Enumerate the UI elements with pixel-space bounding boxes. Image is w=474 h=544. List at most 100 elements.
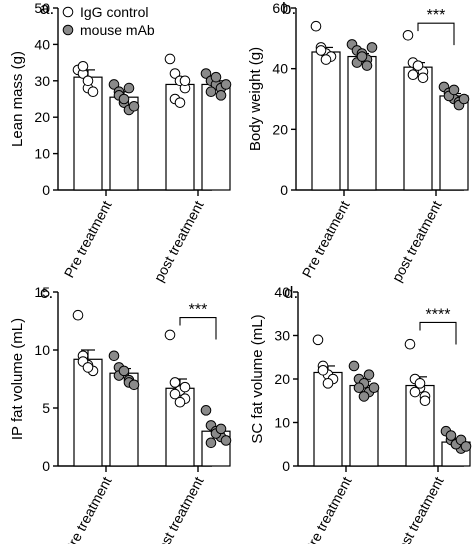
- data-point: [123, 82, 135, 94]
- data-point: [419, 395, 431, 407]
- data-point: [445, 430, 457, 441]
- x-tick-label: Pre treatment: [61, 198, 115, 280]
- panel-d: 0 10 20 30 40 SC fat volume (mL) d. Pre treatme…: [249, 283, 472, 544]
- y-tick-label: 20: [274, 371, 290, 387]
- significance-bracket: [419, 321, 457, 345]
- data-point: [200, 68, 212, 79]
- panel-label: d.: [284, 283, 298, 302]
- data-point: [108, 350, 120, 362]
- data-point: [317, 365, 329, 376]
- data-point: [169, 68, 181, 79]
- data-point: [215, 423, 227, 435]
- y-axis-title: IP fat volume (mL): [9, 318, 26, 440]
- panel-label: c.: [40, 283, 53, 302]
- significance-label: ***: [189, 302, 208, 319]
- data-point: [412, 60, 424, 71]
- data-point: [174, 396, 186, 408]
- bar-igg-control: [405, 384, 435, 467]
- data-point: [82, 75, 94, 87]
- data-point: [205, 86, 217, 98]
- x-tick-label: Pre treatment: [299, 198, 353, 280]
- y-axis-title: Lean mass (g): [9, 51, 26, 147]
- bar-mouse-mab: [347, 55, 377, 191]
- y-axis-title: Body weight (g): [247, 47, 264, 151]
- bar-igg-control: [73, 358, 103, 467]
- data-point: [417, 72, 429, 84]
- y-tick-label: 40: [34, 36, 50, 52]
- bar-igg-control: [73, 76, 103, 191]
- panel-b: 0 20 40 60 Body weight (g) b. Pre treatment pos…: [247, 0, 470, 284]
- legend: IgG control mouse mAb: [62, 4, 155, 38]
- y-tick-label: 0: [280, 182, 288, 198]
- y-tick-label: 10: [34, 146, 50, 162]
- data-point: [169, 388, 181, 400]
- data-point: [320, 54, 332, 65]
- bar-mouse-mab: [439, 95, 469, 191]
- legend-entry: mouse mAb: [80, 22, 155, 38]
- x-tick-label: Pre treatment: [61, 474, 115, 544]
- data-point: [458, 93, 470, 105]
- data-point: [164, 53, 176, 65]
- data-point: [200, 405, 212, 416]
- y-tick-label: 30: [274, 328, 290, 344]
- data-point: [220, 79, 232, 90]
- bar-igg-control: [403, 66, 433, 191]
- panel-label: b.: [282, 0, 296, 18]
- y-tick-label: 0: [42, 182, 50, 198]
- legend-entry: IgG control: [80, 4, 148, 20]
- y-tick-label: 0: [42, 458, 50, 474]
- y-tick-label: 50: [34, 0, 50, 16]
- data-point: [82, 362, 94, 373]
- y-tick-label: 20: [34, 109, 50, 125]
- data-point: [407, 69, 419, 81]
- data-point: [460, 441, 472, 452]
- y-axis-title: SC fat volume (mL): [249, 314, 266, 443]
- data-point: [366, 42, 378, 53]
- bar-mouse-mab: [201, 83, 231, 191]
- data-point: [118, 365, 130, 377]
- data-point: [179, 75, 191, 87]
- significance-label: ****: [426, 306, 451, 323]
- data-point: [368, 382, 380, 394]
- data-point: [87, 86, 99, 98]
- legend-marker: [62, 6, 74, 18]
- y-tick-label: 15: [34, 284, 50, 300]
- y-tick-label: 0: [282, 458, 290, 474]
- x-tick-label: post treatment: [151, 474, 207, 544]
- data-point: [128, 100, 140, 112]
- y-tick-label: 40: [274, 284, 290, 300]
- y-tick-label: 40: [272, 61, 288, 77]
- data-point: [356, 51, 368, 62]
- significance-bracket: [179, 316, 217, 340]
- data-point: [414, 378, 426, 389]
- legend-marker: [62, 24, 74, 36]
- data-point: [205, 437, 217, 449]
- y-tick-label: 60: [272, 0, 288, 16]
- data-point: [361, 60, 373, 71]
- data-point: [315, 45, 327, 56]
- y-tick-label: 20: [272, 121, 288, 137]
- data-point: [210, 71, 222, 83]
- data-point: [179, 381, 191, 393]
- data-point: [353, 382, 365, 394]
- data-point: [448, 84, 460, 96]
- data-point: [77, 60, 89, 72]
- data-point: [215, 90, 227, 101]
- data-point: [72, 309, 84, 321]
- data-point: [169, 377, 181, 388]
- y-tick-label: 10: [34, 342, 50, 358]
- data-point: [128, 379, 140, 391]
- data-point: [348, 360, 360, 372]
- x-tick-label: post treatment: [391, 474, 447, 544]
- data-point: [363, 369, 375, 380]
- data-point: [322, 378, 334, 389]
- data-point: [118, 93, 130, 105]
- panel-c: 0 5 10 15 IP fat volume (mL) c. Pre treatment p…: [9, 283, 232, 544]
- data-point: [220, 435, 232, 446]
- data-point: [174, 97, 186, 108]
- x-tick-label: post treatment: [151, 198, 207, 285]
- panel-a: 0 10 20 30 40 50 Lean mass (g) a. Pre treatment p…: [9, 0, 232, 285]
- data-point: [402, 30, 414, 41]
- data-point: [310, 20, 322, 32]
